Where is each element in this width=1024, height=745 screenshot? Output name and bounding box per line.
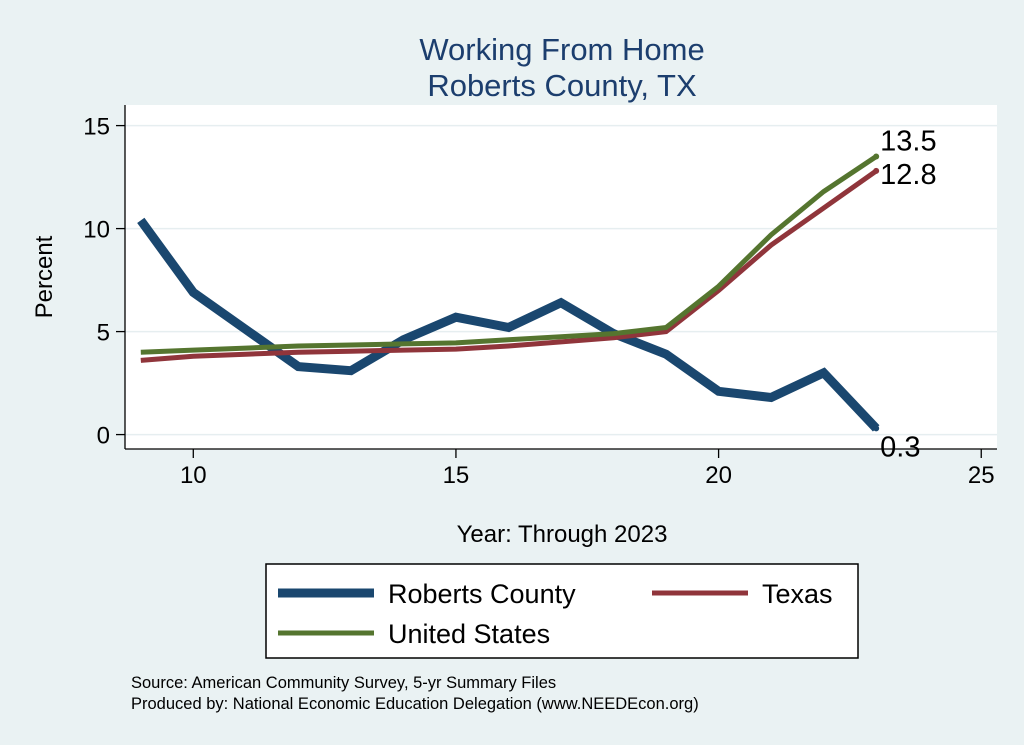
end-label-roberts-county: 0.3 xyxy=(880,431,920,463)
gridlines xyxy=(125,124,997,436)
legend-box xyxy=(265,563,859,659)
y-axis-title: Percent xyxy=(31,235,58,318)
source-note: Source: American Community Survey, 5-yr … xyxy=(131,674,556,692)
legend-label-texas: Texas xyxy=(762,579,833,609)
y-tick-label-10: 10 xyxy=(83,217,110,244)
x-tick-label-20: 20 xyxy=(705,462,732,489)
series-line-united-states xyxy=(140,154,878,355)
series-lines xyxy=(137,153,880,432)
legend-label-roberts-county: Roberts County xyxy=(388,579,576,609)
series-line-roberts-county xyxy=(137,217,880,432)
chart-title: Working From Home xyxy=(419,32,704,67)
x-tick-label-15: 15 xyxy=(443,462,470,489)
legend: Roberts County Texas United States xyxy=(265,563,859,659)
producer-note: Produced by: National Economic Education… xyxy=(131,695,699,713)
legend-label-united-states: United States xyxy=(388,619,550,649)
series-end-marker-roberts-county xyxy=(873,425,880,432)
chart-subtitle: Roberts County, TX xyxy=(427,68,697,103)
y-tick-label-15: 15 xyxy=(83,114,110,141)
end-labels: 0.3 12.813.5 xyxy=(880,125,936,463)
y-tick-label-5: 5 xyxy=(97,320,110,347)
series-end-marker-united-states xyxy=(873,153,880,160)
x-tick-label-10: 10 xyxy=(180,462,207,489)
end-label-united-states: 13.5 xyxy=(880,125,936,157)
y-tick-label-0: 0 xyxy=(97,423,110,450)
end-label-texas: 12.8 xyxy=(880,159,936,191)
plot-area xyxy=(125,105,997,449)
axes: 0 5 10 15 10 15 20 25 xyxy=(83,105,997,489)
x-tick-label-25: 25 xyxy=(968,462,995,489)
series-end-marker-texas xyxy=(873,167,880,174)
series-line-texas xyxy=(140,168,878,363)
x-axis-title: Year: Through 2023 xyxy=(457,521,668,548)
